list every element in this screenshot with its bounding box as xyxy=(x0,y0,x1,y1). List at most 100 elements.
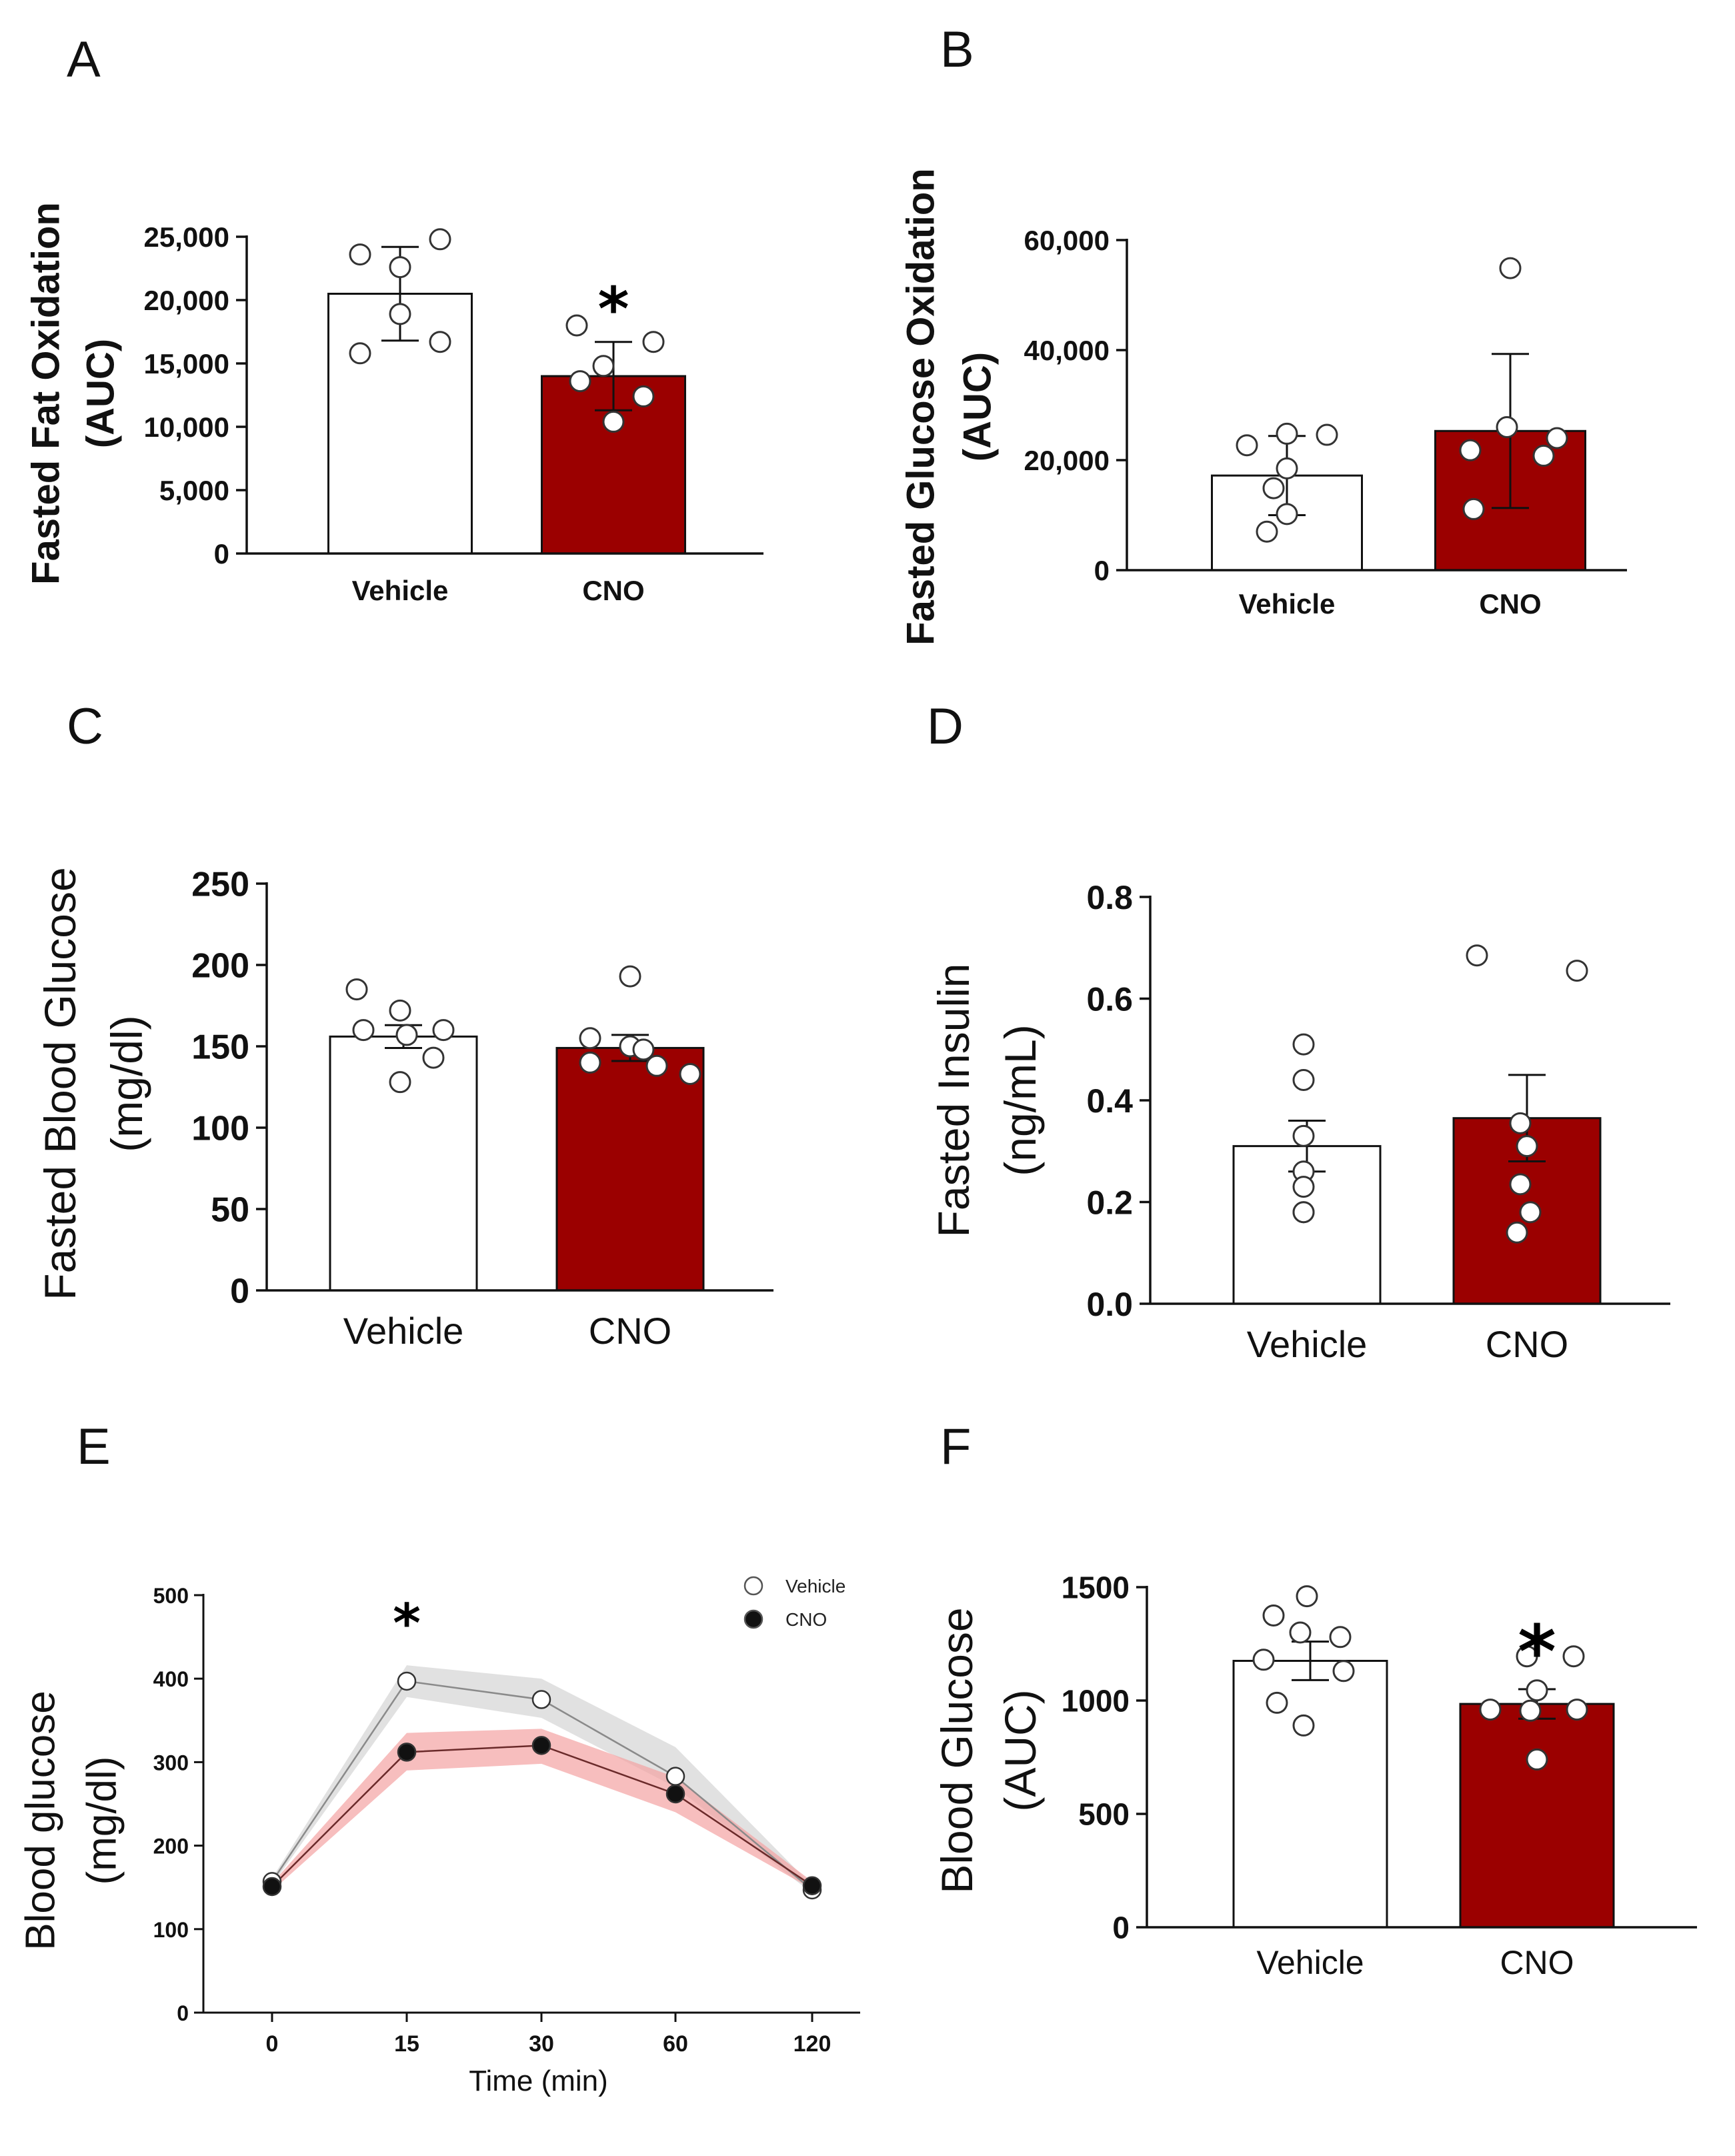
data-point-cno xyxy=(1562,1645,1585,1668)
data-point-vehicle xyxy=(1289,1621,1312,1644)
panel-letter: D xyxy=(927,698,964,755)
data-point-vehicle xyxy=(1296,1585,1318,1608)
data-point-cno xyxy=(579,1051,601,1074)
y-axis-title: Fasted Glucose Oxidation xyxy=(899,168,942,645)
y-tick-label: 0.6 xyxy=(1086,981,1133,1018)
panel-letter: B xyxy=(940,21,974,78)
data-point-cno xyxy=(579,1027,601,1050)
y-tick-label: 60,000 xyxy=(1024,225,1110,256)
data-point-cno xyxy=(632,1038,655,1061)
data-point-cno xyxy=(642,331,665,353)
data-point-cno xyxy=(565,314,588,337)
data-point-vehicle xyxy=(389,303,411,325)
legend-marker-vehicle xyxy=(743,1576,763,1596)
significance-marker: * xyxy=(1518,1609,1556,1695)
legend-label: CNO xyxy=(785,1609,827,1630)
data-point-vehicle xyxy=(1256,520,1278,543)
data-point-vehicle xyxy=(389,999,411,1022)
y-tick-label: 100 xyxy=(153,1918,189,1942)
panel-letter: A xyxy=(67,31,101,88)
data-point-vehicle xyxy=(1292,1069,1315,1091)
data-point-vehicle xyxy=(349,243,371,266)
data-point-vehicle xyxy=(395,1024,418,1046)
x-tick-label: 120 xyxy=(793,2031,831,2057)
y-tick-label: 0 xyxy=(1112,1911,1130,1945)
data-point-cno xyxy=(645,1054,668,1077)
y-tick-label: 5,000 xyxy=(159,475,229,506)
bar-cno xyxy=(555,1046,705,1292)
data-point-vehicle xyxy=(352,1019,375,1042)
data-point-cno xyxy=(1546,427,1568,449)
bar-vehicle xyxy=(1232,1660,1388,1929)
data-point-vehicle xyxy=(1316,423,1338,446)
y-tick-label: 0.0 xyxy=(1086,1286,1133,1323)
y-axis-title: Fasted Insulin xyxy=(929,964,978,1238)
data-point-cno xyxy=(531,1736,551,1755)
x-tick-label: 0 xyxy=(266,2031,279,2057)
data-point-cno xyxy=(262,1877,282,1897)
data-point-cno xyxy=(1479,1699,1502,1721)
data-point-vehicle xyxy=(1262,477,1285,499)
data-point-cno xyxy=(592,355,615,377)
x-category-label: Vehicle xyxy=(352,575,449,606)
x-category-label: Vehicle xyxy=(1239,588,1336,620)
y-tick-label: 0 xyxy=(1094,555,1110,586)
data-point-cno xyxy=(1516,1645,1538,1668)
y-axis-subtitle: (mg/dl) xyxy=(79,1757,125,1885)
data-point-vehicle xyxy=(1329,1626,1352,1649)
data-point-vehicle xyxy=(345,978,368,1001)
x-category-label: CNO xyxy=(582,575,644,606)
data-point-vehicle xyxy=(1292,1201,1315,1224)
y-tick-label: 0 xyxy=(230,1272,249,1311)
data-point-cno xyxy=(602,410,625,433)
x-category-label: CNO xyxy=(589,1310,671,1352)
y-tick-label: 10,000 xyxy=(144,411,229,443)
band-vehicle xyxy=(272,1665,812,1893)
data-point-cno xyxy=(1566,960,1588,982)
panel-b: B 0 20,000 40,000 60,000 Vehicle CNO Fasted Glu… xyxy=(899,21,1627,646)
y-tick-label: 25,000 xyxy=(144,221,229,253)
data-point-vehicle xyxy=(1292,1124,1315,1147)
x-category-label: Vehicle xyxy=(343,1310,464,1352)
data-point-vehicle xyxy=(389,256,411,279)
y-tick-label: 1500 xyxy=(1062,1570,1130,1605)
data-point-vehicle xyxy=(1292,1176,1315,1198)
legend-marker-cno xyxy=(743,1609,763,1629)
data-point-cno xyxy=(1496,416,1518,438)
panel-d: D 0.0 0.2 0.4 0.6 0.8 Vehicle CNO Fasted Insulin… xyxy=(927,698,1670,1365)
data-point-cno xyxy=(1506,1221,1528,1244)
y-tick-label: 0.8 xyxy=(1086,879,1133,916)
y-tick-label: 0.4 xyxy=(1086,1082,1133,1120)
x-category-label: CNO xyxy=(1486,1323,1568,1365)
data-point-vehicle xyxy=(1266,1691,1288,1714)
data-point-vehicle xyxy=(531,1690,551,1709)
data-point-cno xyxy=(569,370,591,393)
panel-f: F 0 500 1000 1500 Vehicle CNO Blood Glucose (AUC… xyxy=(932,1418,1697,1981)
data-point-cno xyxy=(1499,257,1522,279)
data-point-cno xyxy=(1459,439,1482,461)
data-point-cno xyxy=(1466,944,1488,967)
y-tick-label: 0 xyxy=(177,2001,189,2025)
data-point-cno xyxy=(679,1062,701,1085)
panel-letter: C xyxy=(67,698,103,755)
y-axis-title: Blood Glucose xyxy=(932,1607,982,1893)
y-axis-subtitle: (mg/dl) xyxy=(102,1015,151,1152)
y-tick-label: 200 xyxy=(191,947,249,986)
y-tick-label: 1000 xyxy=(1062,1684,1130,1719)
y-axis-title: Blood glucose xyxy=(18,1691,64,1951)
y-tick-label: 100 xyxy=(191,1110,249,1148)
y-tick-label: 15,000 xyxy=(144,348,229,379)
data-point-cno xyxy=(1526,1748,1548,1771)
data-point-cno xyxy=(1509,1173,1532,1196)
y-tick-label: 150 xyxy=(191,1028,249,1067)
figure-layer: A 0 5,000 10,000 15,000 20,000 25,000 Vehicle CN… xyxy=(18,21,1697,2097)
x-axis-title: Time (min) xyxy=(469,2065,608,2097)
significance-marker: * xyxy=(393,1592,421,1655)
data-point-vehicle xyxy=(397,1671,417,1691)
y-tick-label: 20,000 xyxy=(1024,445,1110,476)
panel-a: A 0 5,000 10,000 15,000 20,000 25,000 Vehicle CN… xyxy=(24,31,763,606)
data-point-vehicle xyxy=(1292,1033,1315,1056)
y-axis-title: Fasted Fat Oxidation xyxy=(24,202,67,585)
y-tick-label: 500 xyxy=(1078,1797,1130,1832)
y-tick-label: 0 xyxy=(214,538,229,570)
